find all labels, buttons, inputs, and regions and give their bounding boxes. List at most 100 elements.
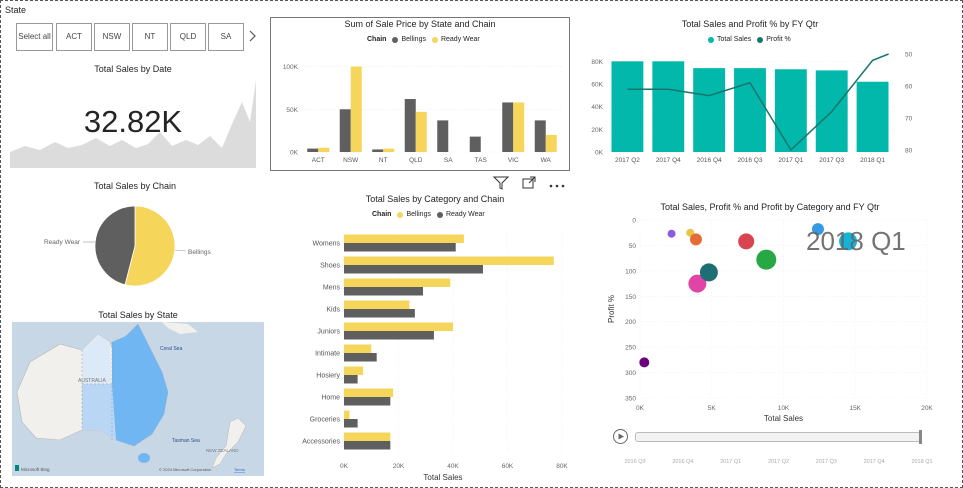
x-tick-label: TAS — [475, 157, 488, 164]
scatter-point — [839, 232, 858, 251]
bar-bellings — [350, 66, 362, 152]
state-chain-chart: 0K 50K 100K ACT NSW NT QLD SA TAS VIC WA — [283, 64, 562, 164]
bar-bellings — [383, 148, 395, 152]
chevron-right-icon[interactable] — [247, 29, 257, 43]
play-button[interactable] — [613, 429, 628, 444]
legend-title: Chain — [367, 36, 387, 43]
x-tick-label: ACT — [312, 157, 325, 164]
bar-ready-wear — [469, 136, 481, 152]
y-tick-label: Home — [321, 395, 340, 402]
bar-bellings — [344, 432, 391, 441]
y-tick-label: 0 — [632, 218, 636, 225]
map-label-tasman-sea: Tasman Sea — [172, 438, 200, 444]
bar-bellings — [415, 111, 427, 152]
bar-ready-wear — [344, 397, 391, 406]
x-axis-title: Total Sales — [764, 414, 803, 423]
y-tick-label: Accessories — [302, 439, 340, 446]
y-tick-label: 0K — [290, 150, 299, 157]
y2-tick-label: 70 — [905, 116, 913, 123]
legend-dot-bellings — [431, 36, 438, 43]
play-axis-track[interactable] — [635, 432, 921, 442]
play-axis-timeline: 2016 Q3 2016 Q4 2017 Q1 2017 Q2 2017 Q3 2017 … — [624, 459, 932, 465]
map-label-coral-sea: Coral Sea — [160, 346, 182, 352]
bar-ready-wear — [372, 149, 384, 152]
y-tick-label: 250 — [625, 345, 636, 352]
state-chain-chart-title: Sum of Sale Price by State and Chain — [344, 19, 496, 29]
slicer-item-act[interactable]: ACT — [56, 23, 92, 51]
fy-chart-title: Total Sales and Profit % by FY Qtr — [681, 19, 819, 29]
map-new-zealand — [211, 417, 247, 469]
legend-label-profit: Profit % — [766, 36, 791, 43]
play-axis-handle[interactable] — [919, 430, 922, 444]
x-tick-label: 10K — [778, 405, 790, 412]
card-sparkline-area — [10, 80, 256, 168]
focus-mode-icon[interactable] — [521, 176, 537, 190]
x-axis-title: Total Sales — [423, 473, 462, 482]
timeline-label: 2018 Q1 — [911, 459, 932, 465]
y2-tick-label: 80 — [905, 148, 913, 155]
y-tick-label: Groceries — [310, 417, 341, 424]
bar-ready-wear — [344, 265, 483, 274]
y2-tick-label: 60 — [905, 84, 913, 91]
y-tick-label: 150 — [625, 294, 636, 301]
pie-chart-title: Total Sales by Chain — [93, 181, 177, 191]
map-png — [162, 322, 198, 334]
x-tick-label: SA — [444, 157, 453, 164]
map-tasmania — [138, 453, 150, 463]
category-legend-dot-bellings — [397, 211, 404, 218]
legend-label-total-sales: Total Sales — [717, 36, 752, 43]
slicer-item-sa[interactable]: SA — [208, 23, 244, 51]
slicer-item-select-all[interactable]: Select all — [16, 23, 53, 51]
slicer-item-nt[interactable]: NT — [132, 23, 168, 51]
y-tick-label: 60K — [591, 82, 603, 89]
x-tick-label: 2016 Q3 — [738, 157, 763, 164]
legend-label-bellings: Bellings — [401, 36, 426, 43]
category-legend-label-bellings: Bellings — [406, 211, 431, 218]
card-value: 32.82K — [83, 104, 183, 139]
bar-ready-wear — [534, 120, 546, 152]
filter-icon[interactable] — [492, 176, 510, 190]
australia-map[interactable]: Coral Sea Tasman Sea AUSTRALIA NEW ZEALA… — [12, 322, 264, 476]
category-legend-dot-ready-wear — [436, 211, 443, 218]
x-tick-label: 60K — [502, 463, 514, 470]
line-profit — [627, 53, 889, 152]
timeline-label: 2017 Q3 — [816, 459, 837, 465]
x-tick-label: 20K — [393, 463, 405, 470]
scatter-point — [738, 233, 755, 250]
state-chain-legend: Chain Bellings Ready Wear — [367, 36, 480, 43]
state-chain-chart-frame — [270, 17, 570, 171]
slicer-item-nsw[interactable]: NSW — [94, 23, 130, 51]
pie-chart: Ready Wear Bellings — [44, 205, 212, 287]
y-tick-label: 350 — [625, 396, 636, 403]
y-tick-label: 80K — [591, 59, 603, 66]
bar-bellings — [344, 256, 554, 265]
bar-ready-wear — [344, 309, 415, 318]
scatter-point — [699, 263, 718, 282]
y-tick-label: 200 — [625, 319, 636, 326]
bar-ready-wear — [339, 109, 351, 152]
bar-bellings — [344, 278, 451, 287]
bar-ready-wear — [344, 331, 434, 340]
scatter-point — [688, 274, 707, 293]
timeline-label: 2016 Q3 — [624, 459, 645, 465]
category-legend-label-ready-wear: Ready Wear — [445, 211, 485, 218]
y-tick-label: 300 — [625, 370, 636, 377]
bar-ready-wear — [344, 243, 456, 252]
y-tick-label: 20K — [591, 127, 603, 134]
pie-slice-bellings — [124, 205, 176, 287]
map-label-australia: AUSTRALIA — [78, 378, 106, 384]
bar-ready-wear — [404, 99, 416, 152]
bar-total-sales — [734, 68, 766, 152]
x-tick-label: 15K — [849, 405, 861, 412]
map-terms-link[interactable]: Terms — [234, 467, 245, 472]
x-tick-label: 2017 Q4 — [656, 157, 681, 164]
y-tick-label: Womens — [313, 241, 341, 248]
pie-slice-ready-wear — [94, 205, 136, 286]
more-options-icon[interactable] — [548, 178, 566, 188]
slicer-item-qld[interactable]: QLD — [170, 23, 206, 51]
map-title: Total Sales by State — [98, 310, 178, 320]
x-tick-label: 80K — [556, 463, 568, 470]
map-footer-left: Microsoft Bing — [21, 467, 50, 472]
x-tick-label: WA — [541, 157, 552, 164]
